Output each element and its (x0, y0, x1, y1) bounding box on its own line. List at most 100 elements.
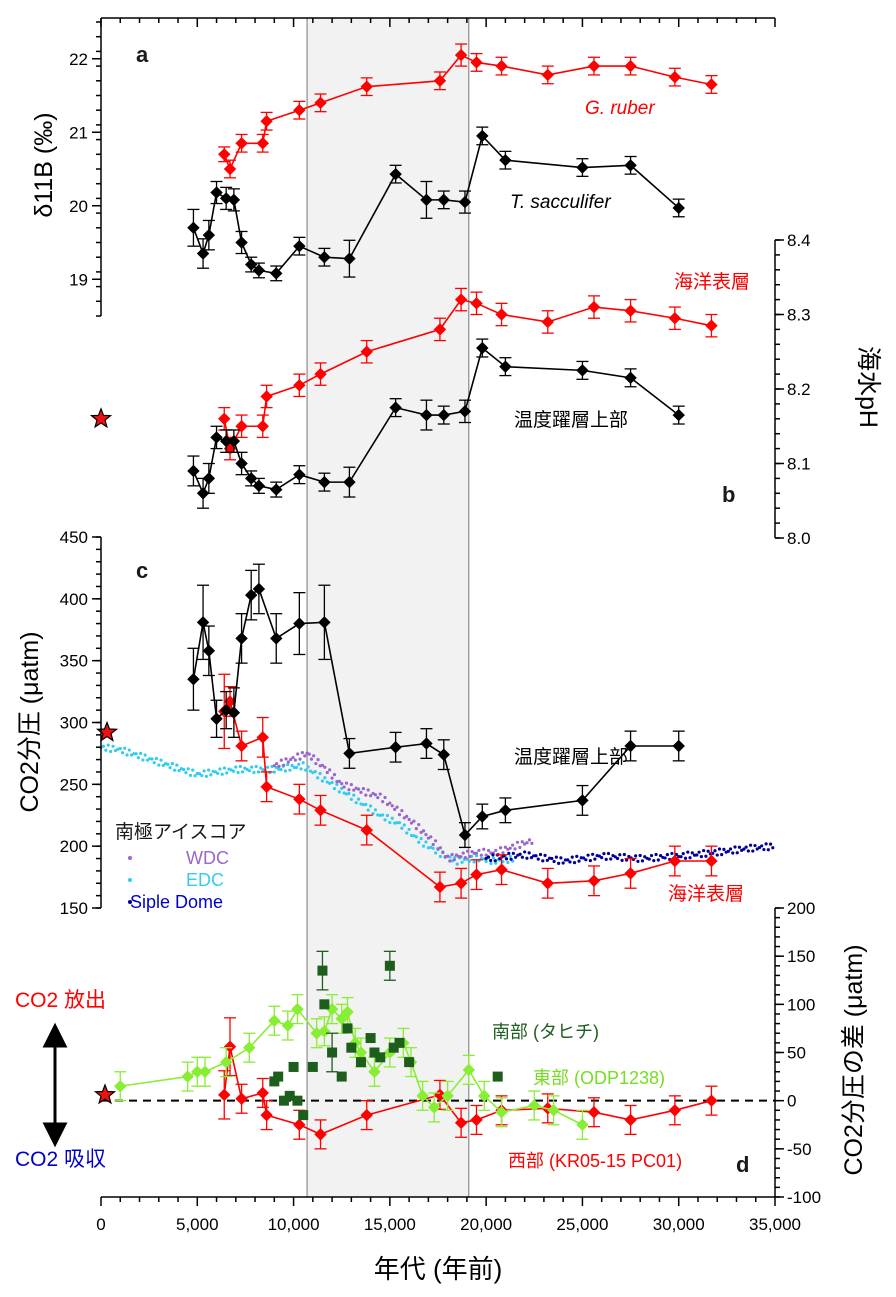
panel-c-icecore-siple-dot-58 (615, 856, 620, 861)
panel-b-series-1-point-2 (202, 472, 216, 485)
panel-a-series-1-point-11 (318, 250, 331, 264)
panel-b-series-0-point-5 (293, 379, 306, 392)
y-axis-c-label-1: 200 (60, 837, 88, 856)
panel-c-icecore-wdc-dot-57 (407, 817, 411, 822)
panel-c-icecore-siple-dot-114 (742, 847, 746, 851)
panel-c-icecore-siple-dot-30 (552, 859, 556, 864)
panel-a-series-1-point-14 (420, 193, 433, 207)
panel-d-series-0-point-13 (587, 1106, 601, 1119)
panel-c-icecore-siple-dot-16 (520, 855, 524, 859)
panel-b-series-1-point-12 (343, 475, 356, 489)
panel-c-icecore-edc-dot-59 (234, 765, 238, 769)
panel-c-icecore-edc-dot-27 (161, 763, 165, 767)
panel-c-icecore-edc-dot-128 (395, 821, 399, 825)
panel-c-icecore-siple-dot-107 (726, 849, 730, 853)
panel-d-series-2-point-7 (307, 1061, 318, 1072)
panel-d-series-2-point-12 (342, 1023, 353, 1034)
panel-b-series-0-point-9 (454, 293, 468, 306)
panel-a-series-1-point-0 (187, 221, 200, 235)
panel-d-series-1-point-6 (268, 1014, 281, 1027)
panel-c-icecore-edc-dot-134 (409, 833, 414, 838)
panel-c-icecore-edc-dot-126 (390, 816, 394, 820)
panel-a-series-0-point-7 (360, 80, 373, 93)
panel-c-icecore-wdc-dot-27 (335, 779, 339, 784)
panel-c-icecore-edc-dot-143 (431, 846, 435, 850)
panel-c-icecore-edc-dot-82 (286, 763, 290, 767)
panel-a-series-0-point-10 (470, 56, 483, 69)
panel-c-series-1-point-10 (470, 868, 483, 881)
panel-c-icecore-edc-dot-40 (191, 768, 195, 772)
y-axis-c-label-3: 300 (60, 714, 88, 733)
panel-d-series-1-point-1 (181, 1070, 194, 1083)
panel-c-icecore-edc-dot-150 (448, 855, 452, 859)
panel-c-series-0 (187, 563, 685, 849)
panel-c-icecore-wdc-dot-60 (414, 827, 418, 831)
panel-c-icecore-wdc-dot-58 (409, 821, 414, 825)
panel-c-series-0-point-1 (196, 616, 210, 629)
panel-c-icecore-wdc-dot-17 (312, 754, 316, 758)
panel-c-icecore-wdc-dot-47 (383, 795, 387, 800)
panel-c-icecore-wdc-dot-49 (388, 801, 392, 805)
panel-c-icecore-wdc-dot-19 (316, 757, 320, 762)
y-axis-b-label-3: 8.3 (787, 306, 811, 325)
panel-c-icecore-siple-dot-52 (602, 852, 606, 856)
panel-d-series-0-point-15 (668, 1104, 682, 1117)
panel-c-icecore-edc-dot-165 (484, 859, 488, 864)
panel-c-icecore-edc-dot-105 (340, 786, 344, 790)
panel-c-icecore-edc-dot-45 (202, 769, 206, 773)
panel-c-icecore-siple-dot-62 (625, 858, 629, 862)
panel-c-icecore-edc-dot-22 (150, 757, 154, 761)
y-axis-b-label-4: 8.4 (787, 231, 811, 250)
panel-a-series-1-point-16 (458, 195, 472, 209)
panel-c-icecore-wdc-dot-59 (412, 819, 416, 823)
panel-d-series-1-point-13 (341, 1005, 354, 1019)
panel-b-series-0-point-3 (256, 420, 269, 433)
panel-c-icecore-siple-dot-39 (572, 861, 577, 865)
panel-c-icecore-siple-dot-103 (717, 847, 722, 851)
panel-b-series-0-point-2 (235, 420, 248, 433)
panel-c-icecore-siple-dot-73 (649, 853, 654, 858)
panel-a-series-1-point-10 (293, 239, 306, 253)
panel-c-icecore-wdc-dot-38 (361, 786, 365, 791)
y-axis-d-label-6: 200 (787, 899, 815, 918)
panel-c-icecore-wdc-dot-8 (291, 755, 295, 760)
panel-b-series-1-point-18 (499, 360, 512, 373)
panel-c-icecore-siple-dot-41 (577, 859, 581, 863)
panel-c-icecore-edc-dot-61 (238, 764, 242, 769)
panel-c-icecore-siple-dot-89 (686, 850, 690, 854)
x-tick-label-5: 25,000 (556, 1215, 608, 1234)
panel-c-series-0-point-20 (624, 739, 637, 753)
panel-c-icecore-siple-dot-11 (509, 857, 513, 861)
label-ruber: G. ruber (585, 98, 655, 119)
panel-c-icecore-wdc-dot-4 (282, 763, 286, 767)
panel-c-icecore-siple-dot-61 (622, 852, 626, 857)
panel-c-icecore-wdc (272, 751, 534, 863)
panel-d-series-1-point-23 (462, 1063, 476, 1077)
axes-layer: 0 5,000 10,000 15,000 20,000 25,000 30,000 35,0… (60, 17, 821, 1234)
y-axis-d-label-4: 100 (787, 995, 815, 1014)
panel-c-icecore-wdc-dot-71 (441, 850, 445, 855)
panel-c-icecore-wdc-dot-63 (421, 829, 426, 833)
panel-a-series-0 (218, 43, 718, 179)
panel-a-series-1-point-6 (235, 236, 248, 249)
panel-a-series-0-point-12 (541, 68, 554, 82)
panel-c-series-0-point-11 (318, 616, 331, 629)
panel-c-icecore-edc-dot-36 (182, 767, 186, 772)
panel-c-icecore-wdc-dot-81 (463, 856, 468, 860)
panel-b-series-0-point-11 (495, 308, 508, 321)
panel-c-icecore-edc-dot-121 (378, 813, 382, 817)
panel-c-series-0-point-6 (235, 632, 248, 645)
panel-c-icecore-edc-dot-41 (193, 774, 197, 778)
legend-title: 南極アイスコア (115, 821, 246, 843)
panel-c-icecore-siple-dot-57 (613, 855, 617, 859)
panel-c-icecore-siple-dot-104 (720, 853, 724, 857)
panel-c-icecore-edc-dot-86 (294, 765, 299, 770)
panel-c-icecore-siple-dot-37 (568, 860, 572, 864)
panel-a-series-0-point-11 (495, 59, 508, 73)
panel-c-series-1-point-8 (433, 880, 447, 894)
panel-c-icecore-wdc-dot-53 (397, 812, 402, 817)
modern-star-pco2 (95, 720, 119, 742)
panel-c-icecore-wdc-dot-102 (513, 847, 517, 851)
shaded-interval (307, 18, 469, 1197)
panel-a-series-0-point-5 (293, 103, 306, 117)
